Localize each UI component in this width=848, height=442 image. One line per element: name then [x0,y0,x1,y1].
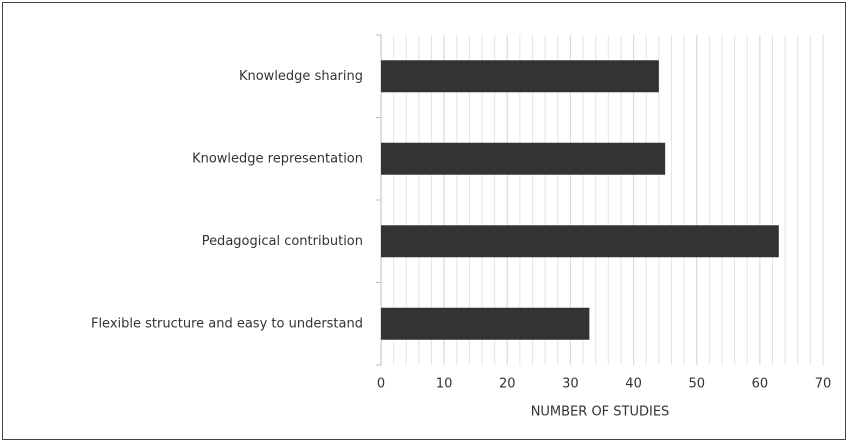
y-tick-label: Flexible structure and easy to understan… [91,316,363,331]
x-tick-label: 10 [436,377,453,392]
x-tick-label: 30 [562,377,579,392]
x-tick-label: 70 [815,377,832,392]
x-tick-label: 20 [499,377,516,392]
x-tick-label: 60 [752,377,769,392]
bar [381,142,666,175]
bar [381,60,659,93]
y-tick-label: Knowledge sharing [239,69,363,84]
bar [381,307,590,340]
x-tick-label: 0 [377,377,385,392]
x-tick-label: 40 [625,377,642,392]
bar [381,225,779,258]
x-axis-label: NUMBER OF STUDIES [531,405,670,420]
x-tick-label: 50 [688,377,705,392]
y-tick-label: Pedagogical contribution [202,234,363,249]
y-tick-label: Knowledge representation [192,151,363,166]
